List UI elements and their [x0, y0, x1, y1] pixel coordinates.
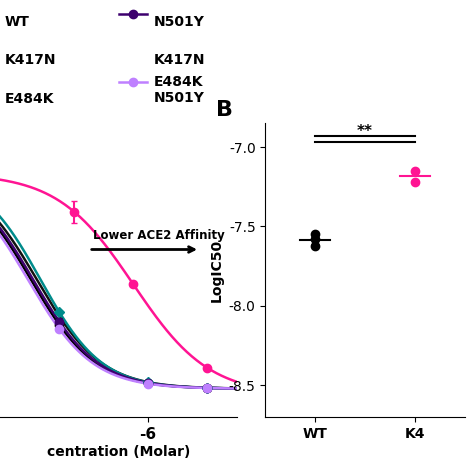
Text: K417N: K417N	[154, 54, 206, 67]
Text: E484K: E484K	[5, 92, 54, 106]
Text: K417N: K417N	[5, 54, 56, 67]
Text: E484K
N501Y: E484K N501Y	[154, 75, 205, 105]
Text: Lower ACE2 Affinity: Lower ACE2 Affinity	[92, 228, 224, 242]
Text: **: **	[357, 124, 373, 139]
Text: WT: WT	[5, 15, 29, 29]
Y-axis label: LogIC50: LogIC50	[210, 238, 223, 302]
Text: N501Y: N501Y	[154, 15, 205, 29]
Text: B: B	[216, 100, 233, 120]
X-axis label: centration (Molar): centration (Molar)	[47, 445, 190, 459]
